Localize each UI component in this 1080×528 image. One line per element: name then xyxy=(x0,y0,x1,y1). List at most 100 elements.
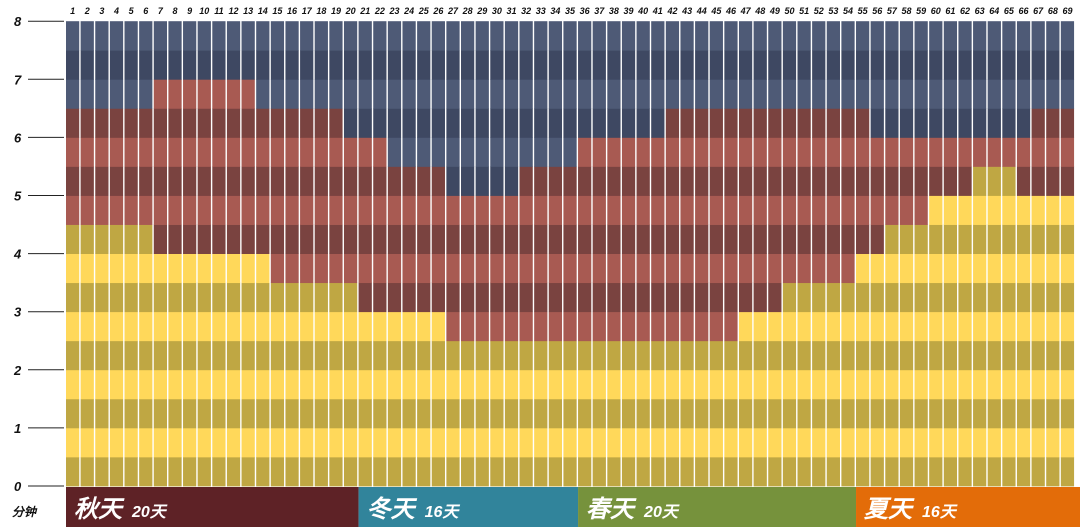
heatmap-cell xyxy=(504,311,519,342)
heatmap-cell xyxy=(592,137,606,167)
heatmap-cell xyxy=(578,398,592,429)
heatmap-cell xyxy=(1046,311,1060,342)
heatmap-cell xyxy=(80,369,94,400)
heatmap-cell xyxy=(914,456,928,487)
heatmap-cell xyxy=(314,311,328,342)
heatmap-cell xyxy=(621,137,636,167)
heatmap-cell xyxy=(899,166,914,196)
heatmap-cell xyxy=(300,79,314,109)
heatmap-cell xyxy=(534,369,548,400)
heatmap-cell xyxy=(914,21,928,51)
heatmap-cell xyxy=(285,253,299,284)
heatmap-cell xyxy=(519,282,533,313)
heatmap-cell xyxy=(680,166,694,196)
heatmap-cell xyxy=(899,456,914,487)
x-tick-label: 26 xyxy=(432,6,444,16)
heatmap-cell xyxy=(578,50,592,80)
season-block xyxy=(358,487,579,527)
heatmap-cell xyxy=(563,108,577,138)
heatmap-cell xyxy=(241,79,255,109)
x-tick-label: 35 xyxy=(565,6,576,16)
heatmap-cell xyxy=(738,224,753,254)
heatmap-cell xyxy=(548,456,563,487)
heatmap-cell xyxy=(95,108,109,138)
heatmap-cell xyxy=(651,195,665,225)
heatmap-cell xyxy=(270,108,285,138)
heatmap-cell xyxy=(914,398,928,429)
heatmap-cell xyxy=(300,456,314,487)
heatmap-cell xyxy=(490,369,504,400)
heatmap-cell xyxy=(329,340,343,371)
heatmap-cell xyxy=(109,108,124,138)
heatmap-cell xyxy=(548,427,563,458)
heatmap-cell xyxy=(592,166,606,196)
heatmap-cell xyxy=(1002,369,1016,400)
heatmap-cell xyxy=(373,369,387,400)
heatmap-cell xyxy=(578,282,592,313)
heatmap-cell xyxy=(66,137,80,167)
heatmap-cell xyxy=(651,137,665,167)
heatmap-cell xyxy=(329,311,343,342)
heatmap-cell xyxy=(651,340,665,371)
heatmap-cell xyxy=(563,21,577,51)
heatmap-cell xyxy=(812,398,826,429)
heatmap-cell xyxy=(1046,340,1060,371)
heatmap-cell xyxy=(797,282,811,313)
heatmap-cell xyxy=(212,311,226,342)
heatmap-cell xyxy=(519,21,533,51)
heatmap-cell xyxy=(636,166,650,196)
heatmap-cell xyxy=(607,195,621,225)
x-tick-label: 54 xyxy=(843,6,853,16)
heatmap-cell xyxy=(973,195,987,225)
heatmap-cell xyxy=(1031,282,1045,313)
heatmap-cell xyxy=(270,427,285,458)
heatmap-cell xyxy=(1002,456,1016,487)
heatmap-cell xyxy=(139,50,153,80)
heatmap-cell xyxy=(870,224,884,254)
heatmap-cell xyxy=(826,282,840,313)
heatmap-cell xyxy=(314,50,328,80)
heatmap-cell xyxy=(841,398,855,429)
heatmap-cell xyxy=(563,340,577,371)
heatmap-cell xyxy=(197,253,211,284)
heatmap-cell xyxy=(373,195,387,225)
heatmap-cell xyxy=(139,398,153,429)
season-days-label: 16天 xyxy=(425,504,461,521)
heatmap-cell xyxy=(212,195,226,225)
heatmap-cell xyxy=(797,253,811,284)
heatmap-cell xyxy=(431,21,445,51)
heatmap-cell xyxy=(1002,282,1016,313)
heatmap-cell xyxy=(929,166,943,196)
heatmap-cell xyxy=(738,50,753,80)
heatmap-cell xyxy=(226,137,241,167)
heatmap-cell xyxy=(519,398,533,429)
heatmap-cell xyxy=(475,427,489,458)
heatmap-cell xyxy=(256,282,270,313)
heatmap-cell xyxy=(841,369,855,400)
heatmap-cell xyxy=(782,137,797,167)
heatmap-cell xyxy=(753,253,767,284)
x-tick-label: 51 xyxy=(799,6,809,16)
heatmap-cell xyxy=(519,166,533,196)
heatmap-cell xyxy=(212,427,226,458)
heatmap-cell xyxy=(343,224,358,254)
heatmap-cell xyxy=(168,369,182,400)
heatmap-cell xyxy=(709,137,723,167)
heatmap-cell xyxy=(168,282,182,313)
heatmap-cell xyxy=(768,79,782,109)
heatmap-cell xyxy=(548,369,563,400)
heatmap-cell xyxy=(1002,137,1016,167)
heatmap-cell xyxy=(870,79,884,109)
heatmap-cell xyxy=(1016,282,1031,313)
heatmap-cell xyxy=(446,137,460,167)
heatmap-cell xyxy=(300,340,314,371)
heatmap-cell xyxy=(856,282,870,313)
x-tick-label: 16 xyxy=(287,6,298,16)
x-tick-label: 45 xyxy=(710,6,722,16)
heatmap-cell xyxy=(534,253,548,284)
heatmap-cell xyxy=(987,427,1001,458)
heatmap-cell xyxy=(841,50,855,80)
heatmap-cell xyxy=(256,311,270,342)
x-tick-label: 5 xyxy=(129,6,135,16)
heatmap-cell xyxy=(373,137,387,167)
